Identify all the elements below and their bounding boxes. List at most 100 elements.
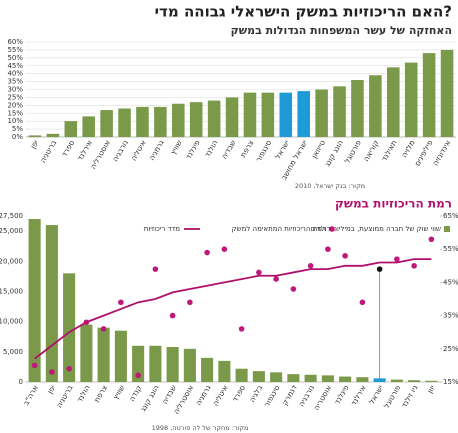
y-tick-label: 20%	[7, 101, 23, 109]
x-tick-label: צרפת	[238, 138, 255, 158]
bar	[390, 379, 403, 382]
y-tick-label: 27,500	[0, 212, 23, 220]
chart-title: רמת הריכוזיות במשק	[335, 197, 452, 211]
dot	[256, 269, 262, 276]
y-tick-label: 15,000	[0, 287, 23, 295]
bar	[172, 103, 185, 137]
bar	[63, 273, 76, 382]
x-tick-label: איטליה	[129, 139, 148, 163]
bar	[132, 345, 145, 382]
y2-tick-label: 45%	[443, 278, 458, 286]
x-tick-label: ספרד	[60, 138, 77, 158]
bar	[189, 102, 203, 137]
dot	[273, 276, 279, 282]
y-tick-label: 10%	[7, 117, 23, 125]
dot	[290, 286, 297, 292]
x-tick-label: שוויץ	[111, 384, 126, 402]
dot	[118, 299, 124, 306]
y-tick-label: 0	[19, 378, 23, 386]
y2-tick-label: 35%	[443, 312, 458, 320]
x-tick-label: סינגפור	[254, 138, 274, 163]
bar	[207, 100, 221, 137]
bar	[243, 92, 257, 137]
bar	[252, 371, 265, 382]
x-tick-label: מלזיה	[400, 139, 417, 160]
bar	[235, 368, 248, 382]
y2-tick-label: 15%	[443, 378, 458, 386]
x-tick-label: טייוואן	[310, 138, 328, 159]
x-tick-label: שבדיה	[220, 139, 238, 161]
bar	[64, 121, 78, 137]
bar	[118, 108, 131, 137]
y-tick-label: 5%	[12, 125, 23, 133]
y-tick-label: 10,000	[0, 318, 23, 326]
bar	[321, 375, 334, 382]
bar	[154, 106, 167, 137]
trend-line	[34, 258, 432, 360]
bar	[279, 92, 293, 137]
y-tick-label: 30%	[7, 86, 23, 94]
x-tick-label: אירלנד	[75, 139, 94, 163]
x-tick-label: קוריאה	[361, 139, 380, 164]
x-tick-label: הולנד	[203, 138, 220, 158]
y2-tick-label: 65%	[443, 212, 458, 220]
bar	[201, 357, 214, 382]
x-tick-label: ארה"ב	[21, 384, 40, 407]
bar	[315, 89, 328, 137]
dot	[307, 263, 314, 269]
x-tick-label: שוויץ	[168, 139, 183, 157]
bar	[28, 219, 41, 382]
dot	[49, 369, 55, 375]
x-tick-label: הולנד	[75, 383, 92, 403]
x-tick-label: אירלנד	[349, 384, 368, 408]
x-tick-label: ישראל	[273, 138, 291, 161]
dot	[66, 365, 72, 372]
y-tick-label: 25,000	[0, 227, 23, 235]
y-tick-label: 50%	[7, 54, 23, 62]
x-tick-label: בריטניה	[38, 138, 58, 164]
x-tick-label: סינגפור	[262, 383, 282, 408]
x-tick-label: יפן	[45, 383, 57, 395]
bar	[136, 106, 149, 137]
y-tick-label: 45%	[7, 62, 23, 70]
bar	[149, 345, 162, 382]
legend-swatch	[329, 226, 335, 232]
bar	[404, 62, 418, 138]
x-tick-label: איטליה	[211, 384, 230, 408]
legend-label: רמת הריכוזיות המתאימה למשק	[232, 225, 326, 233]
dot	[325, 246, 331, 252]
bar	[422, 53, 436, 138]
x-tick-label: קנדה	[127, 384, 143, 404]
dot	[152, 266, 159, 272]
bar	[425, 380, 438, 382]
x-tick-label: יפן	[28, 138, 40, 150]
legend-swatch	[444, 226, 450, 232]
bar	[356, 377, 369, 382]
x-tick-label: בריטניה	[54, 383, 74, 409]
bar	[351, 80, 364, 137]
bar	[46, 133, 60, 137]
bar	[28, 135, 42, 137]
x-tick-label: שבדיה	[160, 384, 178, 406]
y-tick-label: 5,000	[3, 348, 23, 356]
bar	[408, 380, 421, 382]
x-tick-label: תאילנד	[379, 138, 398, 162]
bar	[304, 374, 317, 382]
x-tick-label: בלגיה	[247, 383, 264, 404]
source: מקור: בנק ישראל, 2010	[295, 182, 365, 190]
chart-subtitle: האחזקה של עשר המשפחות הגדולות במשק	[231, 24, 452, 37]
dot	[204, 249, 210, 256]
source: מקור: מחקר של לה פורטה, 1998	[152, 424, 249, 432]
dot	[169, 312, 176, 319]
dot	[342, 253, 348, 259]
dot	[238, 326, 245, 332]
dot	[428, 236, 435, 243]
x-tick-label: גרמניה	[147, 139, 166, 163]
bar	[45, 225, 58, 382]
bar	[440, 49, 454, 137]
x-tick-label: ניו זילנד	[399, 384, 419, 410]
dot	[359, 299, 366, 306]
x-tick-label: יוון	[425, 383, 437, 395]
bar	[183, 348, 196, 382]
